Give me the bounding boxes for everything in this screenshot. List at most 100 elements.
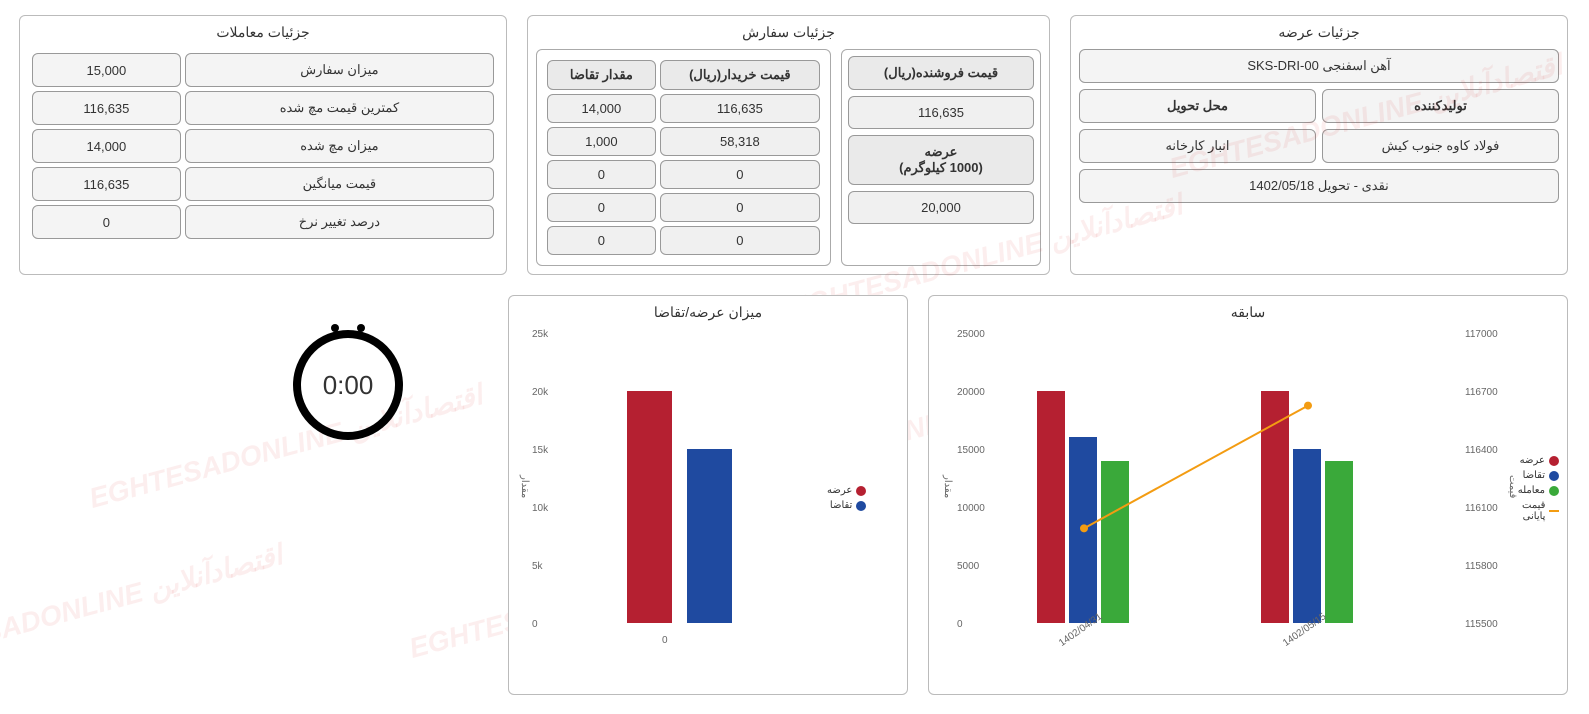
y-tick: 25k [533, 329, 549, 340]
sd-chart-title: میزان عرضه/تقاضا [518, 304, 900, 321]
y-tick: 0 [533, 619, 539, 630]
table-row: کمترین قیمت مچ شده 116,635 [33, 91, 495, 125]
delivery-place-value: انبار کارخانه [1080, 129, 1317, 163]
sd-bar [688, 449, 733, 623]
trans-value: 14,000 [33, 129, 182, 163]
history-bar [1102, 461, 1130, 623]
legend-item: عرضه [1513, 455, 1560, 466]
y2-tick: 117000 [1466, 329, 1499, 340]
table-row: 116,635 14,000 [548, 94, 821, 123]
legend-item: معامله [1513, 485, 1560, 496]
buyer-price-cell: 0 [661, 160, 821, 189]
y-tick: 15k [533, 445, 549, 456]
demand-qty-cell: 0 [548, 193, 657, 222]
product-name: آهن اسفنجی SKS-DRI-00 [1080, 49, 1560, 83]
buyer-box: قیمت خریدار(ریال) مقدار تقاضا 116,635 14… [537, 49, 832, 266]
legend-item: قیمت پایانی [1513, 500, 1560, 522]
transaction-table: میزان سفارش 15,000 کمترین قیمت مچ شده 11… [29, 49, 499, 243]
supply-title: جزئیات عرضه [1080, 24, 1560, 41]
supply-details-panel: جزئیات عرضه آهن اسفنجی SKS-DRI-00 تولیدک… [1071, 15, 1569, 275]
y1-tick: 20000 [958, 387, 986, 398]
settlement-info: نقدی - تحویل 1402/05/18 [1080, 169, 1560, 203]
buyer-price-cell: 58,318 [661, 127, 821, 156]
buyer-table: قیمت خریدار(ریال) مقدار تقاضا 116,635 14… [544, 56, 825, 259]
order-title: جزئیات سفارش [537, 24, 1042, 41]
timer-value: 0:00 [324, 370, 375, 401]
trans-label: کمترین قیمت مچ شده [186, 91, 495, 125]
legend-label: معامله [1519, 485, 1546, 496]
legend-dot-icon [1550, 471, 1560, 481]
legend-item: عرضه [828, 485, 867, 496]
table-row: 0 0 [548, 226, 821, 255]
y1-tick: 5000 [958, 561, 980, 572]
y2-tick: 116400 [1466, 445, 1499, 456]
legend-label: عرضه [1521, 455, 1546, 466]
trans-label: میزان سفارش [186, 53, 495, 87]
trans-value: 116,635 [33, 91, 182, 125]
y2-tick: 115800 [1466, 561, 1499, 572]
legend-dot-icon [857, 501, 867, 511]
legend-label: عرضه [828, 485, 853, 496]
producer-label: تولیدکننده [1323, 89, 1560, 123]
y1-axis-label: مقدار [943, 475, 954, 498]
y-tick: 5k [533, 561, 544, 572]
sd-legend: عرضه تقاضا [828, 485, 867, 515]
legend-dot-icon [1550, 456, 1560, 466]
supply-demand-chart-panel: میزان عرضه/تقاضا 05k10k15k20k25k0مقدارعر… [509, 295, 909, 695]
seller-price-label: قیمت فروشنده(ریال) [849, 56, 1035, 90]
trans-label: درصد تغییر نرخ [186, 205, 495, 239]
y1-tick: 10000 [958, 503, 986, 514]
order-details-panel: جزئیات سفارش قیمت فروشنده(ریال) 116,635 … [528, 15, 1051, 275]
table-row: 0 0 [548, 193, 821, 222]
supply-qty-value: 20,000 [849, 191, 1035, 224]
seller-price-value: 116,635 [849, 96, 1035, 129]
seller-box: قیمت فروشنده(ریال) 116,635 عرضه (1000 کی… [842, 49, 1042, 266]
demand-qty-cell: 0 [548, 160, 657, 189]
producer-value: فولاد کاوه جنوب کیش [1323, 129, 1560, 163]
history-bar [1038, 391, 1066, 623]
y-tick: 20k [533, 387, 549, 398]
table-row: قیمت خریدار(ریال) مقدار تقاضا [548, 60, 821, 90]
demand-qty-cell: 14,000 [548, 94, 657, 123]
legend-item: تقاضا [1513, 470, 1560, 481]
table-row: درصد تغییر نرخ 0 [33, 205, 495, 239]
y2-tick: 116700 [1466, 387, 1499, 398]
y1-tick: 0 [958, 619, 964, 630]
history-legend: عرضه تقاضا معامله قیمت پایانی [1513, 455, 1560, 526]
buyer-price-cell: 0 [661, 193, 821, 222]
table-row: میزان مچ شده 14,000 [33, 129, 495, 163]
delivery-place-label: محل تحویل [1080, 89, 1317, 123]
history-bar [1294, 449, 1322, 623]
y-axis-label: مقدار [520, 475, 531, 498]
legend-label: تقاضا [1524, 470, 1546, 481]
timer-clock-icon: 0:00 [294, 330, 404, 440]
legend-label: قیمت پایانی [1513, 500, 1546, 522]
trans-value: 116,635 [33, 167, 182, 201]
history-chart-area: 0500010000150002000025000115500115800116… [938, 325, 1560, 683]
demand-qty-header: مقدار تقاضا [548, 60, 657, 90]
table-row: قیمت میانگین 116,635 [33, 167, 495, 201]
legend-dot-icon [857, 486, 867, 496]
legend-dot-icon [1550, 486, 1560, 496]
sd-chart-area: 05k10k15k20k25k0مقدارعرضهتقاضا [518, 325, 900, 683]
table-row: 58,318 1,000 [548, 127, 821, 156]
supply-qty-label: عرضه (1000 کیلوگرم) [849, 135, 1035, 185]
transaction-details-panel: جزئیات معاملات میزان سفارش 15,000 کمترین… [20, 15, 508, 275]
history-bar [1262, 391, 1290, 623]
demand-qty-cell: 1,000 [548, 127, 657, 156]
trans-value: 0 [33, 205, 182, 239]
timer-panel: 0:00 [209, 295, 489, 475]
legend-line-icon [1550, 510, 1560, 512]
y1-tick: 25000 [958, 329, 986, 340]
buyer-price-header: قیمت خریدار(ریال) [661, 60, 821, 90]
history-bar [1070, 437, 1098, 623]
x-tick: 0 [663, 635, 669, 646]
history-bar [1326, 461, 1354, 623]
buyer-price-cell: 116,635 [661, 94, 821, 123]
legend-item: تقاضا [828, 500, 867, 511]
trans-label: قیمت میانگین [186, 167, 495, 201]
table-row: میزان سفارش 15,000 [33, 53, 495, 87]
y1-tick: 15000 [958, 445, 986, 456]
transaction-title: جزئیات معاملات [29, 24, 499, 41]
trans-value: 15,000 [33, 53, 182, 87]
